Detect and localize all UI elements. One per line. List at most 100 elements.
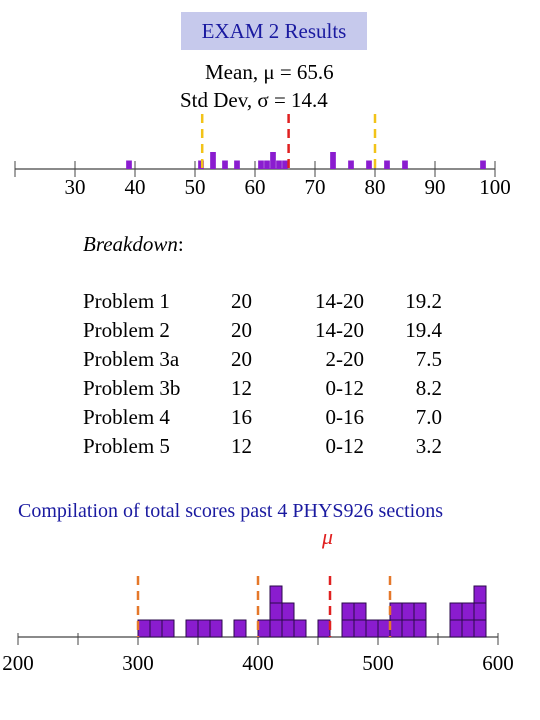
histogram-bar: [269, 619, 283, 638]
histogram-bar: [149, 619, 163, 638]
histogram-bar: [210, 152, 216, 161]
problem-score-range: 0-16: [325, 405, 365, 429]
std-dev-stat: Std Dev, σ = 14.4: [180, 88, 328, 112]
problem-name: Problem 4: [83, 405, 170, 429]
problem-name: Problem 3a: [83, 347, 180, 371]
x-tick-label: 400: [242, 651, 274, 675]
histogram-bar: [233, 619, 247, 638]
histogram-bar: [270, 160, 276, 169]
problem-score-range: 14-20: [315, 289, 364, 313]
histogram-bar: [401, 602, 415, 621]
breakdown-row: Problem 4 16 0-16 7.0: [83, 403, 442, 432]
histogram-bar: [281, 602, 295, 621]
histogram-bar: [270, 152, 276, 161]
problem-average: 19.2: [405, 289, 442, 313]
breakdown-row: Problem 2 20 14-20 19.4: [83, 316, 442, 345]
histogram-bar: [377, 619, 391, 638]
histogram-bar: [281, 619, 295, 638]
histogram-bar: [353, 619, 367, 638]
histogram-bar: [480, 160, 486, 169]
histogram-bar: [449, 619, 463, 638]
x-tick-label: 200: [2, 651, 34, 675]
breakdown-heading-colon: :: [177, 232, 184, 256]
histogram-bar: [473, 585, 487, 604]
histogram-bar: [413, 602, 427, 621]
problem-max-points: 20: [231, 318, 252, 342]
problem-average: 3.2: [415, 434, 442, 458]
histogram-bar: [389, 619, 403, 638]
histogram-bar: [461, 602, 475, 621]
problem-name: Problem 3b: [83, 376, 181, 400]
x-tick-label: 80: [365, 175, 386, 199]
histogram-bar: [126, 160, 132, 169]
problem-score-range: 2-20: [325, 347, 365, 371]
histogram-bar: [222, 160, 228, 169]
problem-score-range: 0-12: [325, 434, 365, 458]
mean-stat: Mean, μ = 65.6: [205, 60, 334, 84]
problem-name: Problem 2: [83, 318, 170, 342]
histogram-bar: [282, 160, 288, 169]
histogram-bar: [330, 152, 336, 161]
histogram-bar: [269, 585, 283, 604]
problem-average: 19.4: [405, 318, 442, 342]
problem-max-points: 20: [231, 289, 252, 313]
compilation-title: Compilation of total scores past 4 PHYS9…: [18, 500, 443, 522]
breakdown-row: Problem 1 20 14-20 19.2: [83, 287, 442, 316]
problem-average: 8.2: [415, 376, 442, 400]
x-tick-label: 500: [362, 651, 394, 675]
x-tick-label: 300: [122, 651, 154, 675]
histogram-bar: [276, 160, 282, 169]
histogram-bar: [461, 619, 475, 638]
exam-title: EXAM 2 Results: [181, 12, 367, 50]
histogram-bar: [473, 602, 487, 621]
x-tick-label: 600: [482, 651, 514, 675]
histogram-bar: [210, 160, 216, 169]
histogram-bar: [234, 160, 240, 169]
histogram-bar: [185, 619, 199, 638]
histogram-bar: [293, 619, 307, 638]
problem-name: Problem 5: [83, 434, 170, 458]
problem-max-points: 12: [231, 376, 252, 400]
breakdown-row: Problem 5 12 0-12 3.2: [83, 432, 442, 461]
histogram-bar: [401, 619, 415, 638]
x-tick-label: 70: [305, 175, 326, 199]
breakdown-table: Problem 1 20 14-20 19.2 Problem 2 20 14-20 19.4…: [83, 287, 442, 461]
x-tick-label: 90: [425, 175, 446, 199]
histogram-bar: [269, 602, 283, 621]
histogram-bar: [197, 619, 211, 638]
histogram-bar: [341, 602, 355, 621]
histogram-bar: [209, 619, 223, 638]
histogram-bar: [257, 619, 271, 638]
histogram-bar: [137, 619, 151, 638]
histogram-bar: [473, 619, 487, 638]
problem-max-points: 20: [231, 347, 252, 371]
x-tick-label: 30: [65, 175, 86, 199]
breakdown-heading-text: Breakdown: [83, 232, 178, 256]
problem-score-range: 0-12: [325, 376, 365, 400]
histogram-bar: [366, 160, 372, 169]
x-tick-label: 40: [125, 175, 146, 199]
x-tick-label: 100: [479, 175, 511, 199]
histogram-bar: [413, 619, 427, 638]
histogram-bar: [389, 602, 403, 621]
problem-name: Problem 1: [83, 289, 170, 313]
x-tick-label: 60: [245, 175, 266, 199]
histogram-bar: [317, 619, 331, 638]
x-tick-label: 50: [185, 175, 206, 199]
problem-max-points: 12: [231, 434, 252, 458]
histogram-bar: [402, 160, 408, 169]
histogram-bar: [264, 160, 270, 169]
histogram-bar: [449, 602, 463, 621]
breakdown-row: Problem 3b 12 0-12 8.2: [83, 374, 442, 403]
problem-average: 7.5: [415, 347, 442, 371]
histogram-bar: [330, 160, 336, 169]
histogram-bar: [353, 602, 367, 621]
breakdown-heading: Breakdown:: [83, 232, 184, 257]
problem-score-range: 14-20: [315, 318, 364, 342]
histogram-bar: [161, 619, 175, 638]
breakdown-row: Problem 3a 20 2-20 7.5: [83, 345, 442, 374]
exam2-histogram: 30 40 50 60 70 80 90 100: [14, 114, 511, 199]
histogram-bar: [348, 160, 354, 169]
histogram-bar: [341, 619, 355, 638]
